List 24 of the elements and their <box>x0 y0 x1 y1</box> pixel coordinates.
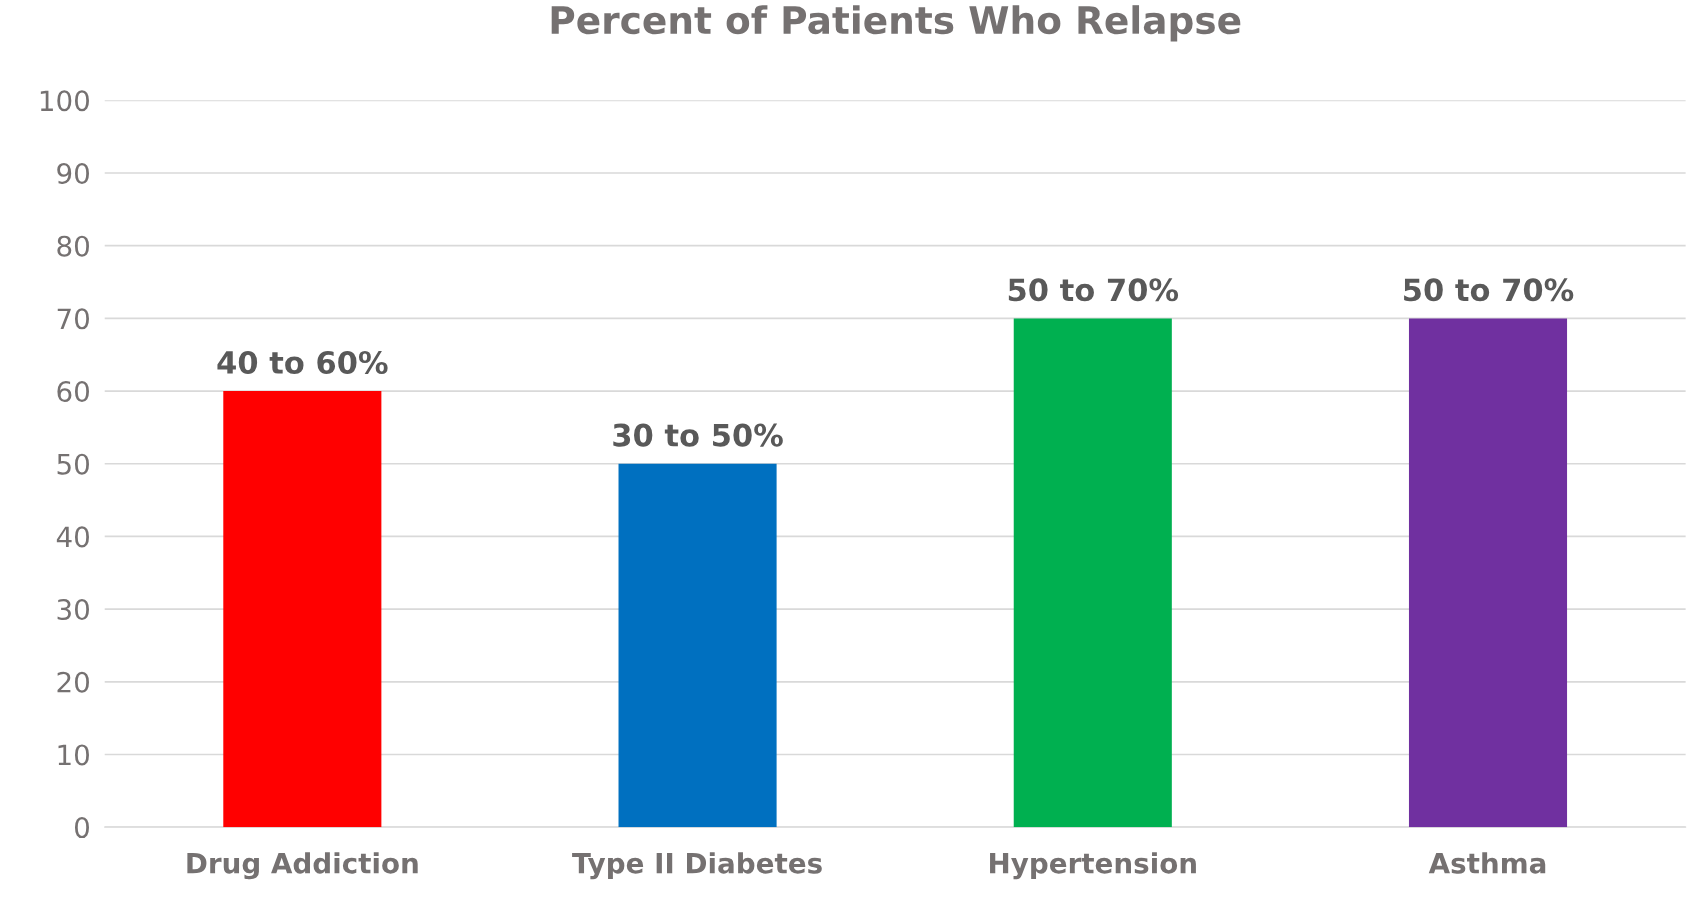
x-tick-label: Type II Diabetes <box>572 852 822 880</box>
y-tick-label: 70 <box>57 308 89 330</box>
x-tick-label: Hypertension <box>990 852 1196 880</box>
x-tick-label: Asthma <box>1428 852 1546 874</box>
bar <box>1013 318 1172 828</box>
bar <box>618 463 777 828</box>
y-tick-label: 100 <box>40 90 89 112</box>
bar <box>223 391 382 828</box>
y-tick-label: 50 <box>57 453 89 475</box>
x-tick-label: Drug Addiction <box>187 852 418 880</box>
y-tick-label: 60 <box>57 381 89 403</box>
data-label: 40 to 60% <box>217 350 388 375</box>
y-tick-label: 90 <box>57 162 89 184</box>
y-tick-label: 10 <box>58 744 89 766</box>
y-tick-label: 40 <box>56 526 89 548</box>
y-tick-label: 80 <box>57 235 89 257</box>
chart-title: Percent of Patients Who Relapse <box>551 5 1241 42</box>
y-tick-label: 20 <box>57 671 89 693</box>
data-label: 50 to 70% <box>1008 278 1179 302</box>
y-tick-label: 0 <box>74 817 89 839</box>
bar <box>1408 318 1568 828</box>
data-label: 30 to 50% <box>613 423 783 447</box>
data-label: 50 to 70% <box>1404 278 1574 302</box>
y-tick-label: 30 <box>57 599 89 621</box>
